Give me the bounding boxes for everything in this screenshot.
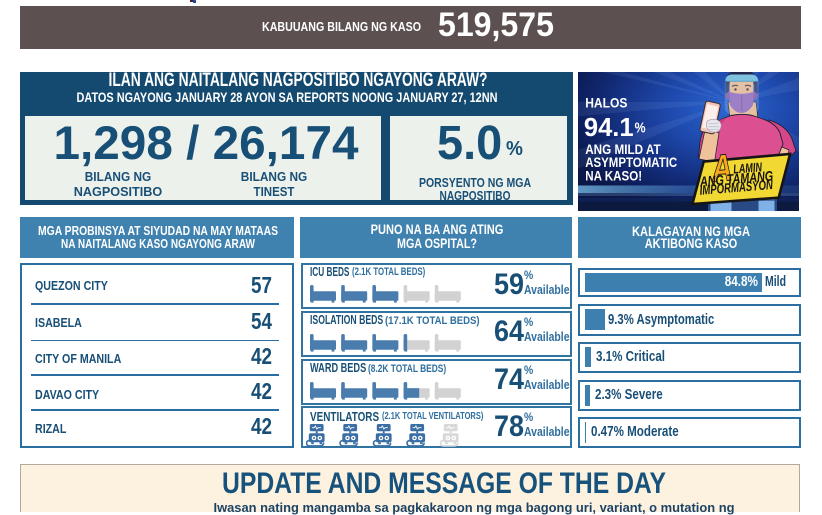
svg-text:94.1: 94.1 bbox=[584, 113, 634, 141]
svg-text:LAMIN: LAMIN bbox=[733, 160, 764, 176]
svg-text:A: A bbox=[709, 147, 734, 190]
svg-text:NA KASO!: NA KASO! bbox=[585, 168, 642, 183]
svg-text:HALOS: HALOS bbox=[585, 94, 627, 110]
svg-text:%: % bbox=[635, 118, 646, 136]
svg-text:IMPORMASYON: IMPORMASYON bbox=[699, 177, 774, 198]
svg-text:ANG TAMANG: ANG TAMANG bbox=[698, 168, 774, 190]
svg-text:ASYMPTOMATIC: ASYMPTOMATIC bbox=[585, 155, 677, 170]
svg-text:ANG MILD AT: ANG MILD AT bbox=[585, 142, 661, 157]
